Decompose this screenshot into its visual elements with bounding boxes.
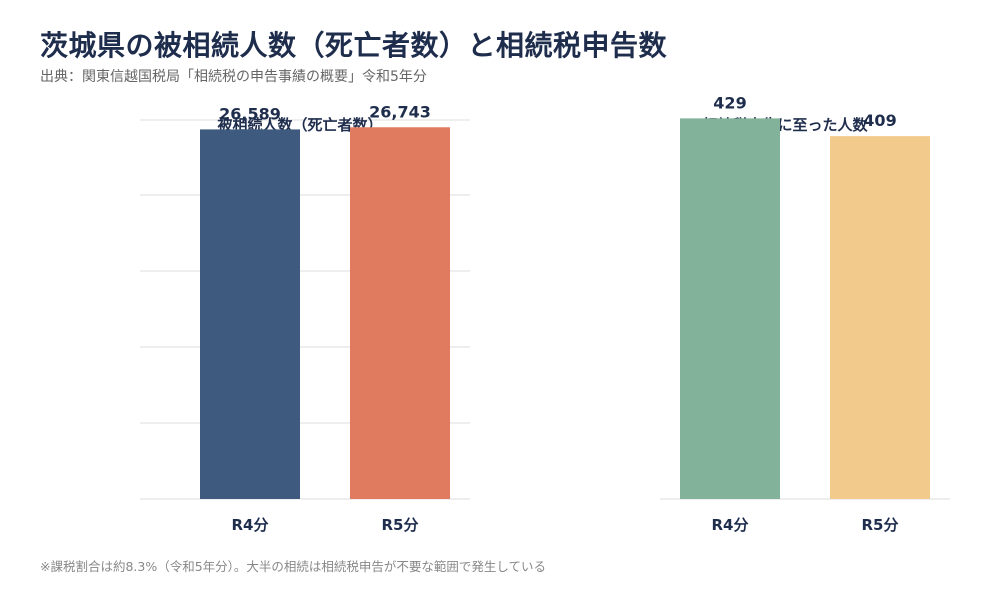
- footnote: ※課税割合は約8.3%（令和5年分）。大半の相続は相続税申告が不要な範囲で発生し…: [40, 559, 547, 574]
- bar-R5分: [350, 127, 450, 499]
- bar-R4分: [200, 129, 300, 499]
- source-subtitle: 出典：関東信越国税局「相続税の申告事績の概要」令和5年分: [40, 69, 427, 85]
- bar-value-label: 26,743: [369, 102, 431, 121]
- bar-R4分: [680, 118, 780, 500]
- category-label: R5分: [862, 516, 899, 534]
- bar-value-label: 429: [713, 93, 746, 112]
- bar-value-label: 409: [863, 111, 896, 130]
- category-label: R4分: [232, 516, 269, 534]
- category-label: R5分: [382, 516, 419, 534]
- bar-R5分: [830, 136, 930, 499]
- category-label: R4分: [712, 516, 749, 534]
- page-title: 茨城県の被相続人数（死亡者数）と相続税申告数: [40, 29, 668, 62]
- bar-value-label: 26,589: [219, 104, 281, 123]
